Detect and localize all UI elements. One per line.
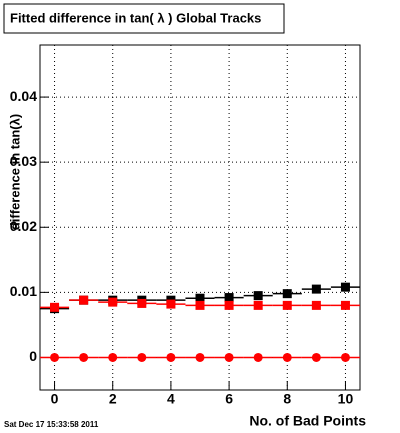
- footer: Sat Dec 17 15:33:58 2011: [4, 420, 99, 429]
- marker: [166, 352, 176, 362]
- marker: [79, 295, 89, 305]
- marker: [340, 300, 350, 310]
- y-tick-label: 0.04: [10, 88, 37, 104]
- marker: [311, 352, 321, 362]
- x-tick-label: 6: [225, 391, 233, 407]
- marker: [340, 282, 350, 292]
- y-tick-label: 0.01: [10, 283, 37, 299]
- x-axis-label: No. of Bad Points: [249, 413, 366, 429]
- plot-frame: [39, 44, 361, 391]
- y-tick-label: 0.03: [10, 153, 37, 169]
- x-tick-label: 8: [283, 391, 291, 407]
- marker: [137, 298, 147, 308]
- chart-title: Fitted difference in tan( λ ) Global Tra…: [10, 10, 261, 25]
- marker: [195, 300, 205, 310]
- y-tick-label: 0: [29, 348, 37, 364]
- marker: [282, 300, 292, 310]
- marker: [195, 293, 205, 303]
- marker: [224, 293, 234, 303]
- marker: [253, 291, 263, 301]
- marker: [253, 352, 263, 362]
- marker: [79, 352, 89, 362]
- marker: [253, 300, 263, 310]
- marker: [166, 299, 176, 309]
- marker: [50, 302, 60, 312]
- marker: [340, 352, 350, 362]
- marker: [282, 352, 292, 362]
- x-tick-label: 10: [338, 391, 354, 407]
- x-tick-label: 2: [109, 391, 117, 407]
- x-tick-label: 0: [51, 391, 59, 407]
- title-box: [3, 3, 285, 34]
- marker: [137, 352, 147, 362]
- marker: [50, 352, 60, 362]
- marker: [108, 297, 118, 307]
- marker: [282, 289, 292, 299]
- marker: [195, 352, 205, 362]
- marker: [108, 352, 118, 362]
- marker: [224, 352, 234, 362]
- marker: [311, 300, 321, 310]
- x-tick-label: 4: [167, 391, 175, 407]
- marker: [311, 284, 321, 294]
- y-axis-label: difference in tan(λ): [7, 114, 22, 230]
- marker: [224, 300, 234, 310]
- y-tick-label: 0.02: [10, 218, 37, 234]
